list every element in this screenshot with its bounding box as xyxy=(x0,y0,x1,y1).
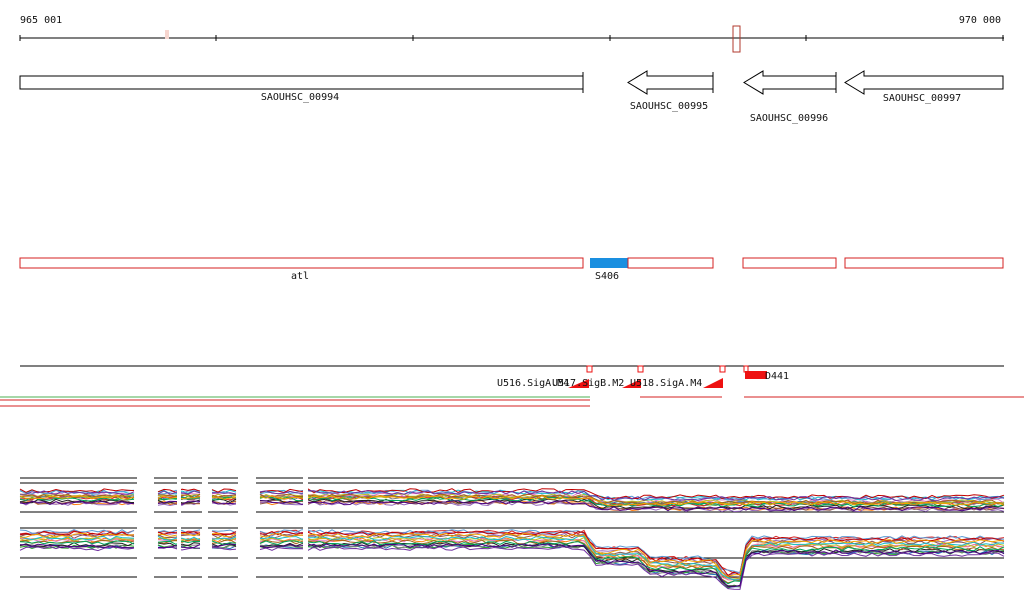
lane-lines xyxy=(0,388,1024,408)
promoter-u516[interactable]: U516.SigA.M4 xyxy=(497,365,593,389)
promoter-label-u517: U517.SigB.M2 xyxy=(552,378,624,389)
promoter-track: U516.SigA.M4 U517.SigB.M2 U518.SigA.M4 D… xyxy=(20,365,1004,389)
expression-profile-plot xyxy=(19,474,1005,590)
promoter-u518[interactable]: U518.SigA.M4 xyxy=(630,365,726,389)
segment-s406[interactable] xyxy=(590,258,628,268)
gene-label-00997: SAOUHSC_00997 xyxy=(883,93,961,104)
gene-label-00995: SAOUHSC_00995 xyxy=(630,101,708,112)
profile-gap xyxy=(202,474,208,584)
profile-gap xyxy=(137,474,154,584)
gene-label-00994: SAOUHSC_00994 xyxy=(261,92,339,103)
terminator-d441[interactable]: D441 xyxy=(743,365,789,382)
terminator-label-d441: D441 xyxy=(765,371,789,382)
gene-saouhsc-00995[interactable]: SAOUHSC_00995 xyxy=(627,70,714,112)
gene-track: SAOUHSC_00994 SAOUHSC_00995 SAOUHSC_0099… xyxy=(19,70,1004,124)
segment-atl[interactable] xyxy=(19,257,584,269)
scale-end-label: 970 000 xyxy=(959,15,1001,26)
profile-gap xyxy=(177,474,181,584)
gene-saouhsc-00994[interactable]: SAOUHSC_00994 xyxy=(19,72,584,103)
promoter-u517[interactable]: U517.SigB.M2 xyxy=(552,365,644,389)
segment-label-atl: atl xyxy=(291,271,309,282)
selection-marker[interactable] xyxy=(732,25,741,53)
gene-saouhsc-00996[interactable]: SAOUHSC_00996 xyxy=(743,70,837,124)
gene-label-00996: SAOUHSC_00996 xyxy=(750,113,828,124)
gene-saouhsc-00997[interactable]: SAOUHSC_00997 xyxy=(844,70,1004,104)
promoter-label-u518: U518.SigA.M4 xyxy=(630,378,702,389)
transcript-track: atl S406 xyxy=(19,257,1004,282)
promoter-label-u516: U516.SigA.M4 xyxy=(497,378,569,389)
profile-gap xyxy=(303,474,308,584)
lower-profile-trace xyxy=(19,546,1005,590)
scale-ruler: 965 001 970 000 xyxy=(19,15,1004,53)
scale-start-label: 965 001 xyxy=(20,15,62,26)
segment-997[interactable] xyxy=(844,257,1004,269)
segment-996[interactable] xyxy=(742,257,837,269)
segment-after-s406[interactable] xyxy=(627,257,714,269)
segment-label-s406: S406 xyxy=(595,271,619,282)
profile-gap xyxy=(238,474,256,584)
